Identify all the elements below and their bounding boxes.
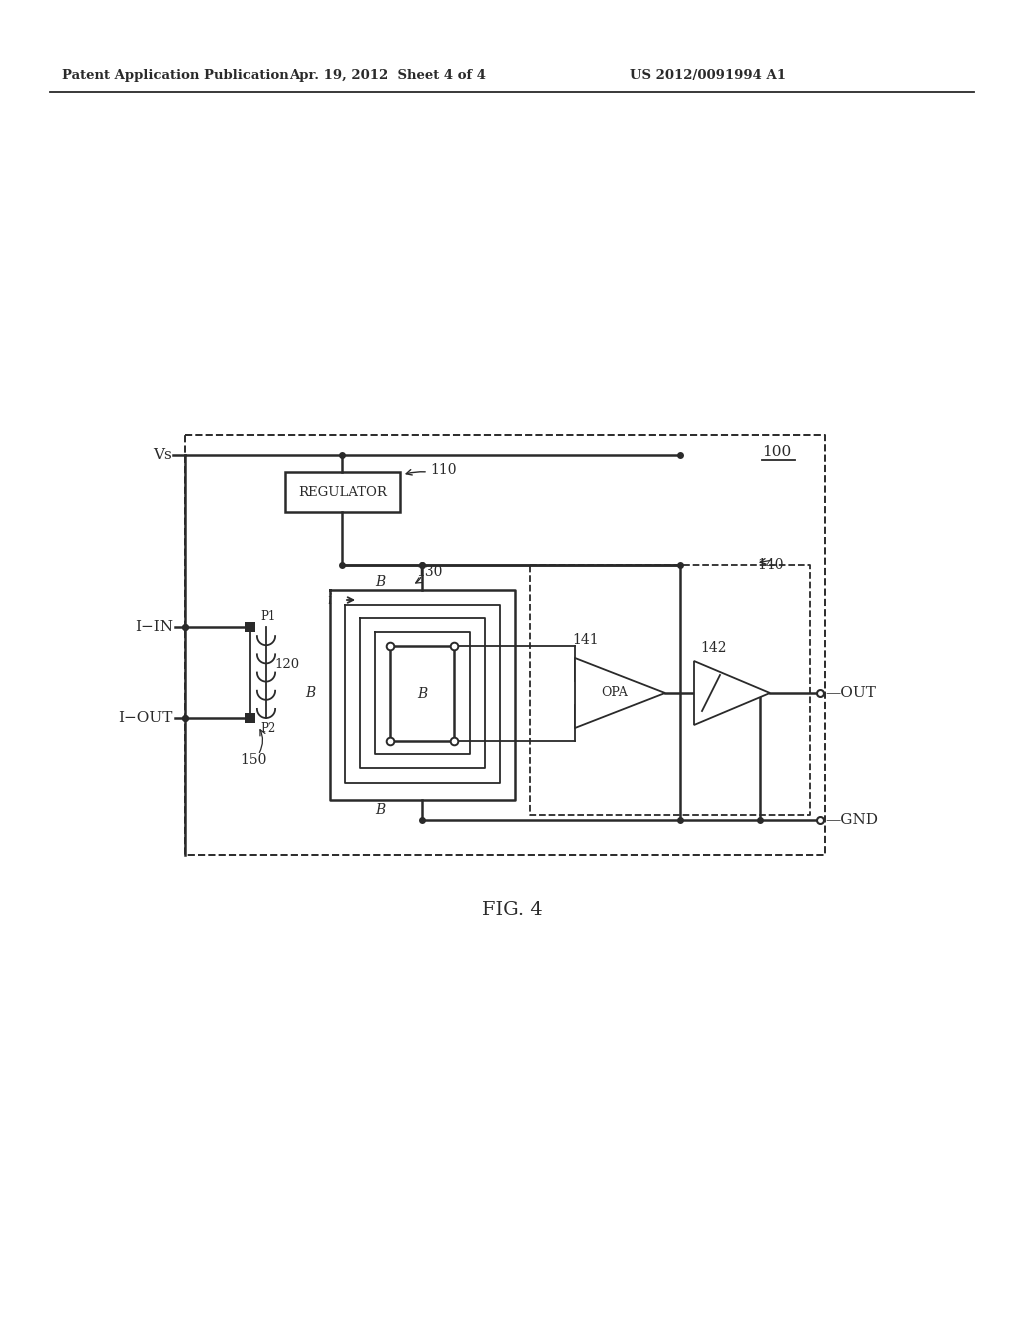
Text: Apr. 19, 2012  Sheet 4 of 4: Apr. 19, 2012 Sheet 4 of 4 — [290, 69, 486, 82]
Text: 150: 150 — [240, 752, 266, 767]
Text: 120: 120 — [274, 657, 299, 671]
Text: 130: 130 — [416, 565, 442, 579]
Text: US 2012/0091994 A1: US 2012/0091994 A1 — [630, 69, 786, 82]
Text: Vs: Vs — [154, 447, 172, 462]
Bar — [285, 473, 400, 512]
Text: B: B — [305, 686, 315, 700]
Polygon shape — [694, 661, 770, 725]
Text: i: i — [328, 593, 332, 607]
Text: B: B — [375, 803, 385, 817]
Text: 141: 141 — [572, 634, 599, 647]
Text: 140: 140 — [757, 558, 783, 572]
Text: I−IN: I−IN — [135, 620, 173, 634]
Text: P2: P2 — [260, 722, 275, 734]
Text: REGULATOR: REGULATOR — [298, 486, 387, 499]
Text: I−OUT: I−OUT — [119, 711, 173, 725]
Text: —OUT: —OUT — [825, 686, 876, 700]
Polygon shape — [575, 657, 665, 729]
Text: Patent Application Publication: Patent Application Publication — [62, 69, 289, 82]
Text: —GND: —GND — [825, 813, 878, 828]
Text: 110: 110 — [430, 463, 457, 477]
Text: 142: 142 — [700, 642, 726, 655]
Text: P1: P1 — [260, 610, 275, 623]
Text: 100: 100 — [762, 445, 792, 459]
Text: FIG. 4: FIG. 4 — [481, 902, 543, 919]
Text: B: B — [375, 576, 385, 589]
Text: B: B — [417, 686, 427, 701]
Text: OPA: OPA — [602, 686, 629, 700]
